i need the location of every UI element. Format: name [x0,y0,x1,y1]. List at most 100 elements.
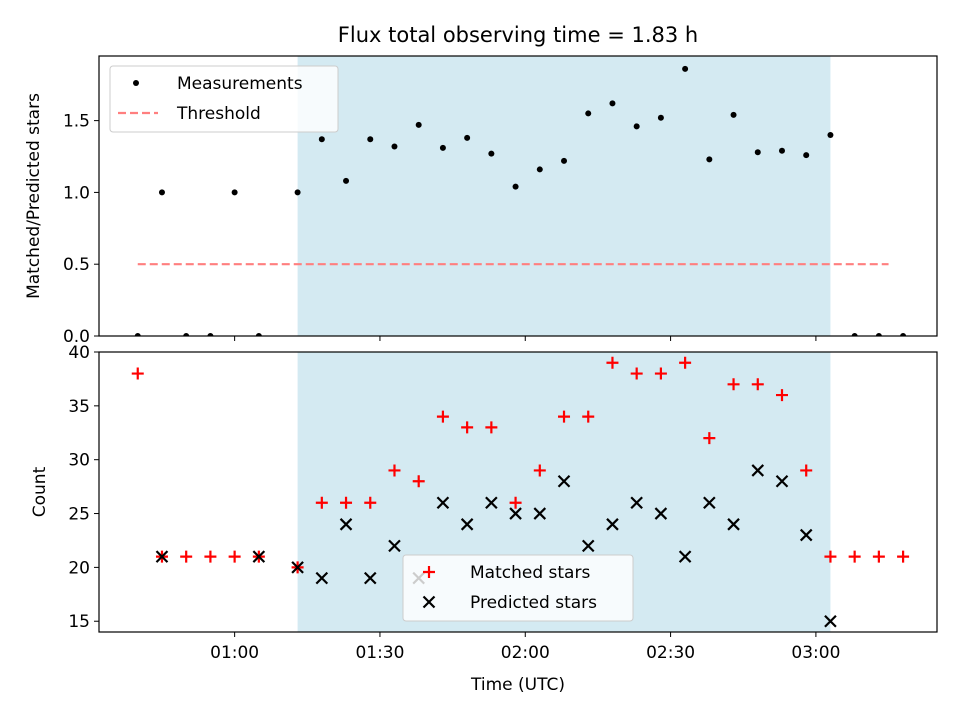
top-ytick-label: 1.5 [63,112,90,132]
bottom-ytick-label: 20 [68,558,90,578]
predicted-stars-point [703,496,716,510]
bottom-xlabel: Time (UTC) [470,675,565,695]
top-legend-label: Threshold [176,104,261,124]
bottom-ylabel: Count [30,466,50,517]
matched-stars-point [606,356,619,369]
bottom-xtick-label: 03:00 [791,643,840,663]
bottom-xtick-label: 01:00 [210,643,259,663]
measurements-point [875,333,882,336]
bottom-ytick-label: 25 [68,505,90,525]
measurements-point [158,189,165,196]
bottom-xtick-label: 02:30 [646,643,695,663]
matched-stars-point [461,421,474,434]
predicted-stars-point [339,518,353,531]
top-ytick-label: 0.5 [63,255,90,275]
top-observing-span [297,56,831,336]
chart-title: Flux total observing time = 1.83 h [338,23,698,47]
measurements-point [827,131,834,138]
measurements-point [134,333,141,336]
top-ytick-label: 1.0 [63,183,90,203]
predicted-stars-point [799,528,813,542]
predicted-stars-point [436,496,450,510]
bottom-xtick-label: 01:30 [355,643,404,663]
measurements-point [255,333,262,336]
top-ytick-label: 0.0 [63,327,90,347]
predicted-stars-point [252,550,266,563]
matched-stars-point [228,550,241,563]
matched-stars-point [340,496,353,509]
measurements-point [682,65,689,72]
predicted-stars-point [509,507,522,520]
matched-stars-point [509,496,522,509]
top-panel: 0.0 0.5 1.0 1.5 Measurements Threshold [63,55,938,347]
top-legend-box [109,65,339,133]
matched-stars-point [775,389,788,402]
measurements-point [183,333,190,336]
matched-stars-point [204,550,217,563]
bottom-ytick-label: 15 [68,612,90,632]
bottom-plot-area [131,356,910,628]
measurements-point [609,100,616,107]
predicted-stars-point [775,474,789,488]
measurements-point [415,121,422,128]
predicted-stars-point [678,550,692,563]
bottom-ytick-label: 30 [68,451,90,471]
predicted-stars-point [315,571,329,585]
measurements-point [803,152,810,159]
matched-stars-point [180,550,193,563]
predicted-stars-point [606,518,619,531]
measurements-point [851,333,858,336]
matched-stars-point [897,550,910,563]
measurements-point [207,333,214,336]
matched-stars-point [582,410,595,423]
bottom-panel: 15 20 25 30 35 40 01:00 01:30 02:00 02:30 03:00 Mat… [68,343,938,663]
bottom-ytick-label: 35 [68,397,90,417]
top-ylabel: Matched/Predicted stars [24,93,44,299]
measurements-point [294,189,301,196]
measurements-point [318,136,325,143]
predicted-stars-point [363,571,377,585]
measurements-point [439,144,446,151]
measurements-point [231,189,238,196]
bottom-legend-swatch [423,566,435,578]
bottom-ytick-label: 40 [68,343,90,363]
matched-stars-point [412,475,425,488]
measurements-point [512,183,519,190]
predicted-stars-point [485,496,498,510]
matched-stars-point [824,550,837,563]
predicted-stars-point [533,507,547,520]
matched-stars-point [630,367,643,380]
matched-stars-point [533,464,546,477]
predicted-stars-point [291,561,304,574]
predicted-stars-point [581,539,595,553]
measurements-point [657,114,664,121]
predicted-stars-point [460,518,474,531]
measurements-point [561,157,568,164]
top-legend-swatch [133,80,139,86]
matched-stars-point [558,410,571,423]
matched-stars-point [800,464,813,477]
bottom-legend-label: Predicted stars [470,593,597,613]
measurements-point [343,177,350,184]
top-legend-label: Measurements [177,74,303,94]
bottom-xtick-label: 02:00 [501,643,550,663]
matched-stars-point [131,367,144,380]
matched-stars-point [751,378,764,391]
predicted-stars-point [388,539,401,553]
matched-stars-point [703,432,716,445]
matched-stars-point [364,496,377,509]
matched-stars-point [848,550,861,563]
measurements-point [488,150,495,157]
bottom-axes-frame [98,351,938,633]
measurements-point [900,333,907,336]
predicted-stars-point [557,474,571,488]
predicted-stars-point [654,507,668,520]
matched-stars-point [388,464,401,477]
top-plot-area [134,65,907,336]
matched-stars-point [654,367,667,380]
measurements-point [633,123,640,130]
predicted-stars-point [824,614,837,628]
predicted-stars-point [727,518,740,531]
measurements-point [754,149,761,156]
